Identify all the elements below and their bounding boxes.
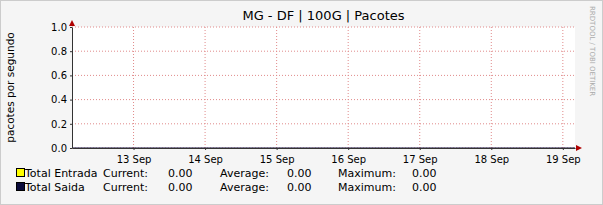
title: MG - DF | 100G | Pacotes <box>242 8 404 23</box>
series-line <box>72 148 575 149</box>
tick: 17 Sep <box>403 148 438 165</box>
tick: 0.4 <box>51 94 72 105</box>
tick: 13 Sep <box>117 148 152 165</box>
tick-mark <box>420 148 421 150</box>
tick-label: 0.2 <box>51 119 67 130</box>
grid-line <box>72 148 575 149</box>
legend-stat-label: Maximum: <box>338 167 396 180</box>
legend-stat-value: 0.00 <box>168 181 193 194</box>
axis-line <box>72 28 73 149</box>
marks <box>72 148 575 149</box>
legend-stat-value: 0.00 <box>412 167 437 180</box>
axis-arrow <box>576 145 582 151</box>
tick: 16 Sep <box>331 148 366 165</box>
tick-label: 15 Sep <box>260 154 295 165</box>
legend-stat-label: Average: <box>220 181 269 194</box>
legend-stat-label: Current: <box>103 167 148 180</box>
tick: 15 Sep <box>260 148 295 165</box>
legend-stat-value: 0.00 <box>287 167 312 180</box>
tick-label: 0.8 <box>51 46 67 57</box>
tick-mark <box>70 100 72 101</box>
legend-stat-label: Average: <box>220 167 269 180</box>
tick-mark <box>70 148 72 149</box>
legend-label: Total Entrada <box>24 167 97 180</box>
tick-mark <box>563 148 564 150</box>
axis-arrow <box>69 20 75 26</box>
tick-label: 0.0 <box>51 143 67 154</box>
tick: 14 Sep <box>188 148 223 165</box>
axis-line <box>73 148 576 149</box>
tick-label: 0.4 <box>51 94 67 105</box>
grid-line <box>133 27 134 148</box>
axis-title: pacotes por segundo <box>4 32 16 142</box>
tick-mark <box>70 51 72 52</box>
legend-swatch <box>17 169 25 177</box>
tick-mark <box>277 148 278 150</box>
tick-label: 16 Sep <box>331 154 366 165</box>
grid-line <box>72 123 575 124</box>
tick-label: 18 Sep <box>474 154 509 165</box>
tick-label: 14 Sep <box>188 154 223 165</box>
y-axis: 0.0 0.2 0.4 0.6 0.8 1.0 <box>51 22 72 154</box>
tick: 1.0 <box>51 22 72 33</box>
tick-mark <box>70 27 72 28</box>
tick: 0.6 <box>51 70 72 81</box>
tick-mark <box>348 148 349 150</box>
grid-line <box>72 75 575 76</box>
tick: 0.8 <box>51 46 72 57</box>
legend-label: Total Saida <box>24 181 85 194</box>
grid-line <box>419 27 420 148</box>
tick: 18 Sep <box>474 148 509 165</box>
tick-mark <box>70 75 72 76</box>
grid-line <box>72 27 575 28</box>
plot-area <box>72 27 575 148</box>
tick-label: 13 Sep <box>117 154 152 165</box>
tick-label: 17 Sep <box>403 154 438 165</box>
tick-mark <box>491 148 492 150</box>
grid-line <box>491 27 492 148</box>
tick-label: 19 Sep <box>546 154 581 165</box>
grid-line <box>276 27 277 148</box>
tick-label: 0.6 <box>51 70 67 81</box>
x-axis: 13 Sep 14 Sep 15 Sep 16 Sep 17 Sep 18 Sep 19 S… <box>73 148 581 165</box>
tick: 0.2 <box>51 119 72 130</box>
chart: 13 Sep 14 Sep 15 Sep 16 Sep 17 Sep 18 Sep 19 S… <box>0 0 603 205</box>
tick-mark <box>70 124 72 125</box>
grid-line <box>562 27 563 148</box>
tick: 0.0 <box>51 143 72 154</box>
legend-stat-value: 0.00 <box>168 167 193 180</box>
background <box>1 1 603 205</box>
legend-stat-label: Current: <box>103 181 148 194</box>
grid-line <box>205 27 206 148</box>
watermark: RRDTOOL / TOBI OETIKER <box>588 6 596 96</box>
tick-mark <box>134 148 135 150</box>
legend: Total Entrada Current: 0.00 Average: 0.00 Max… <box>17 167 437 194</box>
grid-line <box>348 27 349 148</box>
legend-stat-value: 0.00 <box>412 181 437 194</box>
grid-line <box>72 99 575 100</box>
legend-stat-value: 0.00 <box>287 181 312 194</box>
grid-line <box>72 51 575 52</box>
tick-label: 1.0 <box>51 22 67 33</box>
series-area <box>72 148 575 149</box>
tick: 19 Sep <box>546 148 581 165</box>
legend-swatch <box>17 183 25 191</box>
grid <box>72 27 575 148</box>
tick-mark <box>205 148 206 150</box>
legend-stat-label: Maximum: <box>338 181 396 194</box>
